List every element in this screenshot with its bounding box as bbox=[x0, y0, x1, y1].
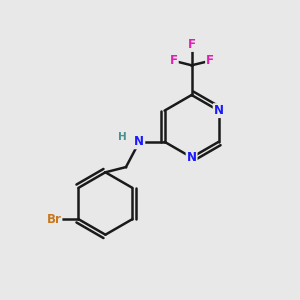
Text: H: H bbox=[118, 132, 127, 142]
Text: F: F bbox=[206, 54, 214, 67]
Text: N: N bbox=[134, 135, 144, 148]
Text: N: N bbox=[214, 104, 224, 117]
Text: Br: Br bbox=[46, 213, 62, 226]
Text: N: N bbox=[187, 151, 196, 164]
Text: F: F bbox=[188, 38, 196, 51]
Text: F: F bbox=[170, 54, 178, 67]
